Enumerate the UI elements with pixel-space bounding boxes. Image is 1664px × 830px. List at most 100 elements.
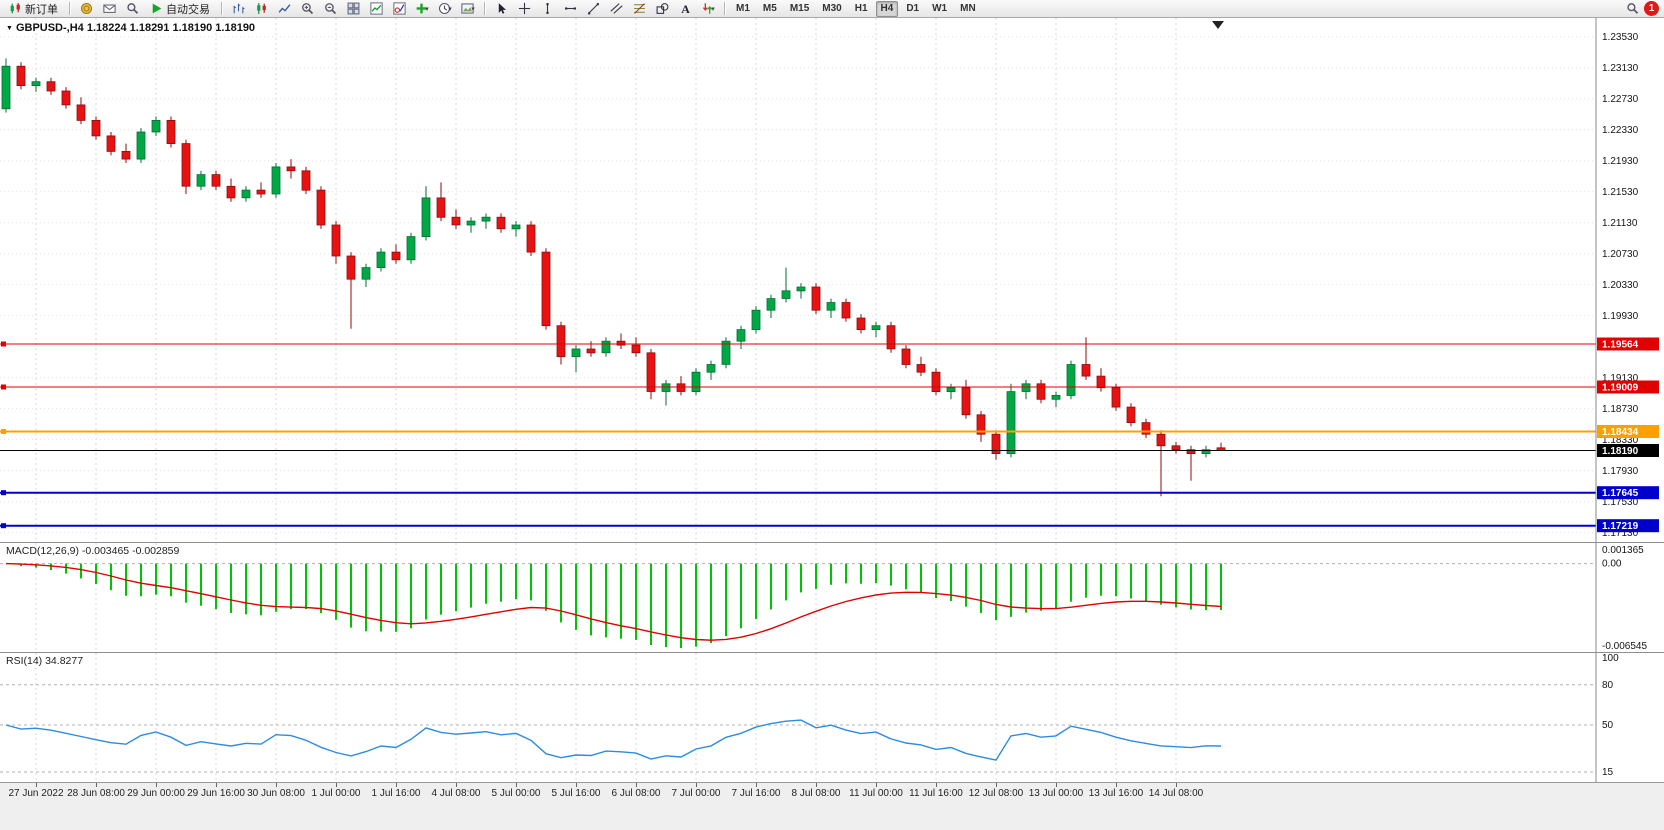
svg-text:50: 50 [1602, 720, 1614, 731]
vline-icon [541, 2, 554, 15]
svg-text:1.23130: 1.23130 [1602, 63, 1639, 74]
timeframe-m1[interactable]: M1 [736, 2, 750, 14]
notification-badge[interactable]: 1 [1644, 1, 1659, 16]
toolbar-separator [484, 2, 485, 15]
time-tick [876, 783, 877, 787]
hline-handle[interactable] [1, 490, 6, 496]
time-label: 7 Jul 16:00 [731, 788, 781, 799]
zoom-in-icon [301, 2, 314, 15]
timeframe-h4[interactable]: H4 [875, 0, 899, 17]
cursor-icon [495, 2, 508, 15]
crosshair-button[interactable] [513, 0, 535, 18]
price-tag [1597, 425, 1659, 438]
chart-area: 1.23530 1.23130 1.22730 1.22330 1.21930 1.215… [0, 18, 1664, 830]
svg-text:0.001365: 0.001365 [1602, 545, 1644, 556]
timeframe-d1[interactable]: D1 [906, 2, 920, 14]
search-button[interactable] [1621, 0, 1643, 18]
macd-panel[interactable]: 0.001365 0.00 -0.006545 [0, 542, 1664, 652]
arrows-button[interactable]: ▾ [697, 0, 719, 18]
bars-chart-icon [232, 2, 245, 15]
shapes-button[interactable] [651, 0, 673, 18]
hline-handle[interactable] [1, 523, 6, 529]
timeframe-h1[interactable]: H1 [854, 2, 868, 14]
templates-button[interactable]: ▾ [457, 0, 479, 18]
time-tick [1176, 783, 1177, 787]
rsi-panel[interactable]: 100 80 50 15 [0, 652, 1664, 782]
svg-text:1.17219: 1.17219 [1602, 521, 1639, 532]
svg-text:1.20730: 1.20730 [1602, 249, 1639, 260]
time-label: 27 Jun 2022 [8, 788, 64, 799]
macd-axis[interactable] [1596, 543, 1664, 652]
tile-windows-button[interactable] [342, 0, 364, 18]
periods-button[interactable]: ▾ [434, 0, 456, 18]
time-tick [576, 783, 577, 787]
zoom-in-button[interactable] [296, 0, 318, 18]
auto-trading-button[interactable]: 自动交易 [144, 0, 216, 18]
price-tag [1597, 444, 1659, 457]
time-label: 29 Jun 00:00 [127, 788, 185, 799]
trendline-button[interactable] [582, 0, 604, 18]
price-tag [1597, 486, 1659, 500]
timeframe-w1[interactable]: W1 [932, 2, 948, 14]
bars-chart-button[interactable] [227, 0, 249, 18]
arrows-icon [701, 2, 714, 15]
candles-chart-button[interactable] [250, 0, 272, 18]
auto-trading-button-label: 自动交易 [166, 3, 210, 16]
timeframe-m5[interactable]: M5 [762, 2, 777, 14]
candles-chart-icon [255, 2, 268, 15]
funds-button[interactable] [75, 0, 97, 18]
time-label: 1 Jul 00:00 [311, 788, 361, 799]
toolbar: 新订单 自动交易 ▾ ▾ ▾ A ▾ M1 M5 M15 M30 H1 H4 D1 W1 MN 1 [0, 0, 1664, 18]
timeframe-m15[interactable]: M15 [789, 2, 810, 14]
time-axis[interactable]: 27 Jun 2022 28 Jun 08:00 29 Jun 00:00 29 Ju… [0, 782, 1664, 830]
candles[interactable] [1, 58, 1226, 497]
time-label: 12 Jul 08:00 [968, 788, 1024, 799]
mailbox-button[interactable] [98, 0, 120, 18]
objects-button[interactable] [388, 0, 410, 18]
timeframe-mn[interactable]: MN [960, 2, 976, 14]
toolbar-separator [724, 2, 725, 15]
dropdown-caret-icon: ▾ [471, 5, 475, 13]
magnifier-icon [1626, 2, 1639, 15]
time-label: 30 Jun 08:00 [247, 788, 305, 799]
text-icon: A [679, 2, 692, 15]
zoom-out-button[interactable] [319, 0, 341, 18]
line-chart-button[interactable] [273, 0, 295, 18]
time-tick [216, 783, 217, 787]
crosshair-icon [518, 2, 531, 15]
time-tick [936, 783, 937, 787]
macd-signal-line [5, 562, 1222, 641]
cursor-button[interactable] [490, 0, 512, 18]
rsi-line [5, 719, 1222, 761]
channel-button[interactable] [605, 0, 627, 18]
time-label: 5 Jul 16:00 [551, 788, 601, 799]
svg-text:1.19130: 1.19130 [1602, 373, 1639, 384]
time-tick [336, 783, 337, 787]
svg-text:0.00: 0.00 [1602, 559, 1622, 570]
time-tick [1116, 783, 1117, 787]
time-tick [96, 783, 97, 787]
svg-text:1.18190: 1.18190 [1602, 446, 1639, 457]
hline-handle[interactable] [1, 429, 6, 434]
add-indicator-button[interactable]: ▾ [411, 0, 433, 18]
fibonacci-button[interactable] [628, 0, 650, 18]
rsi-axis[interactable] [1596, 653, 1664, 782]
time-label: 11 Jul 16:00 [909, 788, 963, 799]
hline-icon [564, 2, 577, 15]
time-label: 29 Jun 16:00 [187, 788, 245, 799]
vertical-line-button[interactable] [536, 0, 558, 18]
time-label: 13 Jul 00:00 [1028, 788, 1084, 799]
price-tag [1597, 380, 1659, 394]
main-chart[interactable]: 1.23530 1.23130 1.22730 1.22330 1.21930 1.215… [0, 18, 1664, 542]
indicators-button[interactable] [365, 0, 387, 18]
hline-handle[interactable] [1, 341, 6, 347]
new-order-button[interactable]: 新订单 [3, 0, 64, 18]
objects-icon [392, 2, 406, 15]
time-label: 1 Jul 16:00 [371, 788, 421, 799]
market-watch-button[interactable] [121, 0, 143, 18]
timeframe-m30[interactable]: M30 [822, 2, 842, 14]
hline-handle[interactable] [1, 384, 6, 390]
text-button[interactable]: A [674, 0, 696, 18]
svg-text:1.17530: 1.17530 [1602, 497, 1639, 508]
horizontal-line-button[interactable] [559, 0, 581, 18]
